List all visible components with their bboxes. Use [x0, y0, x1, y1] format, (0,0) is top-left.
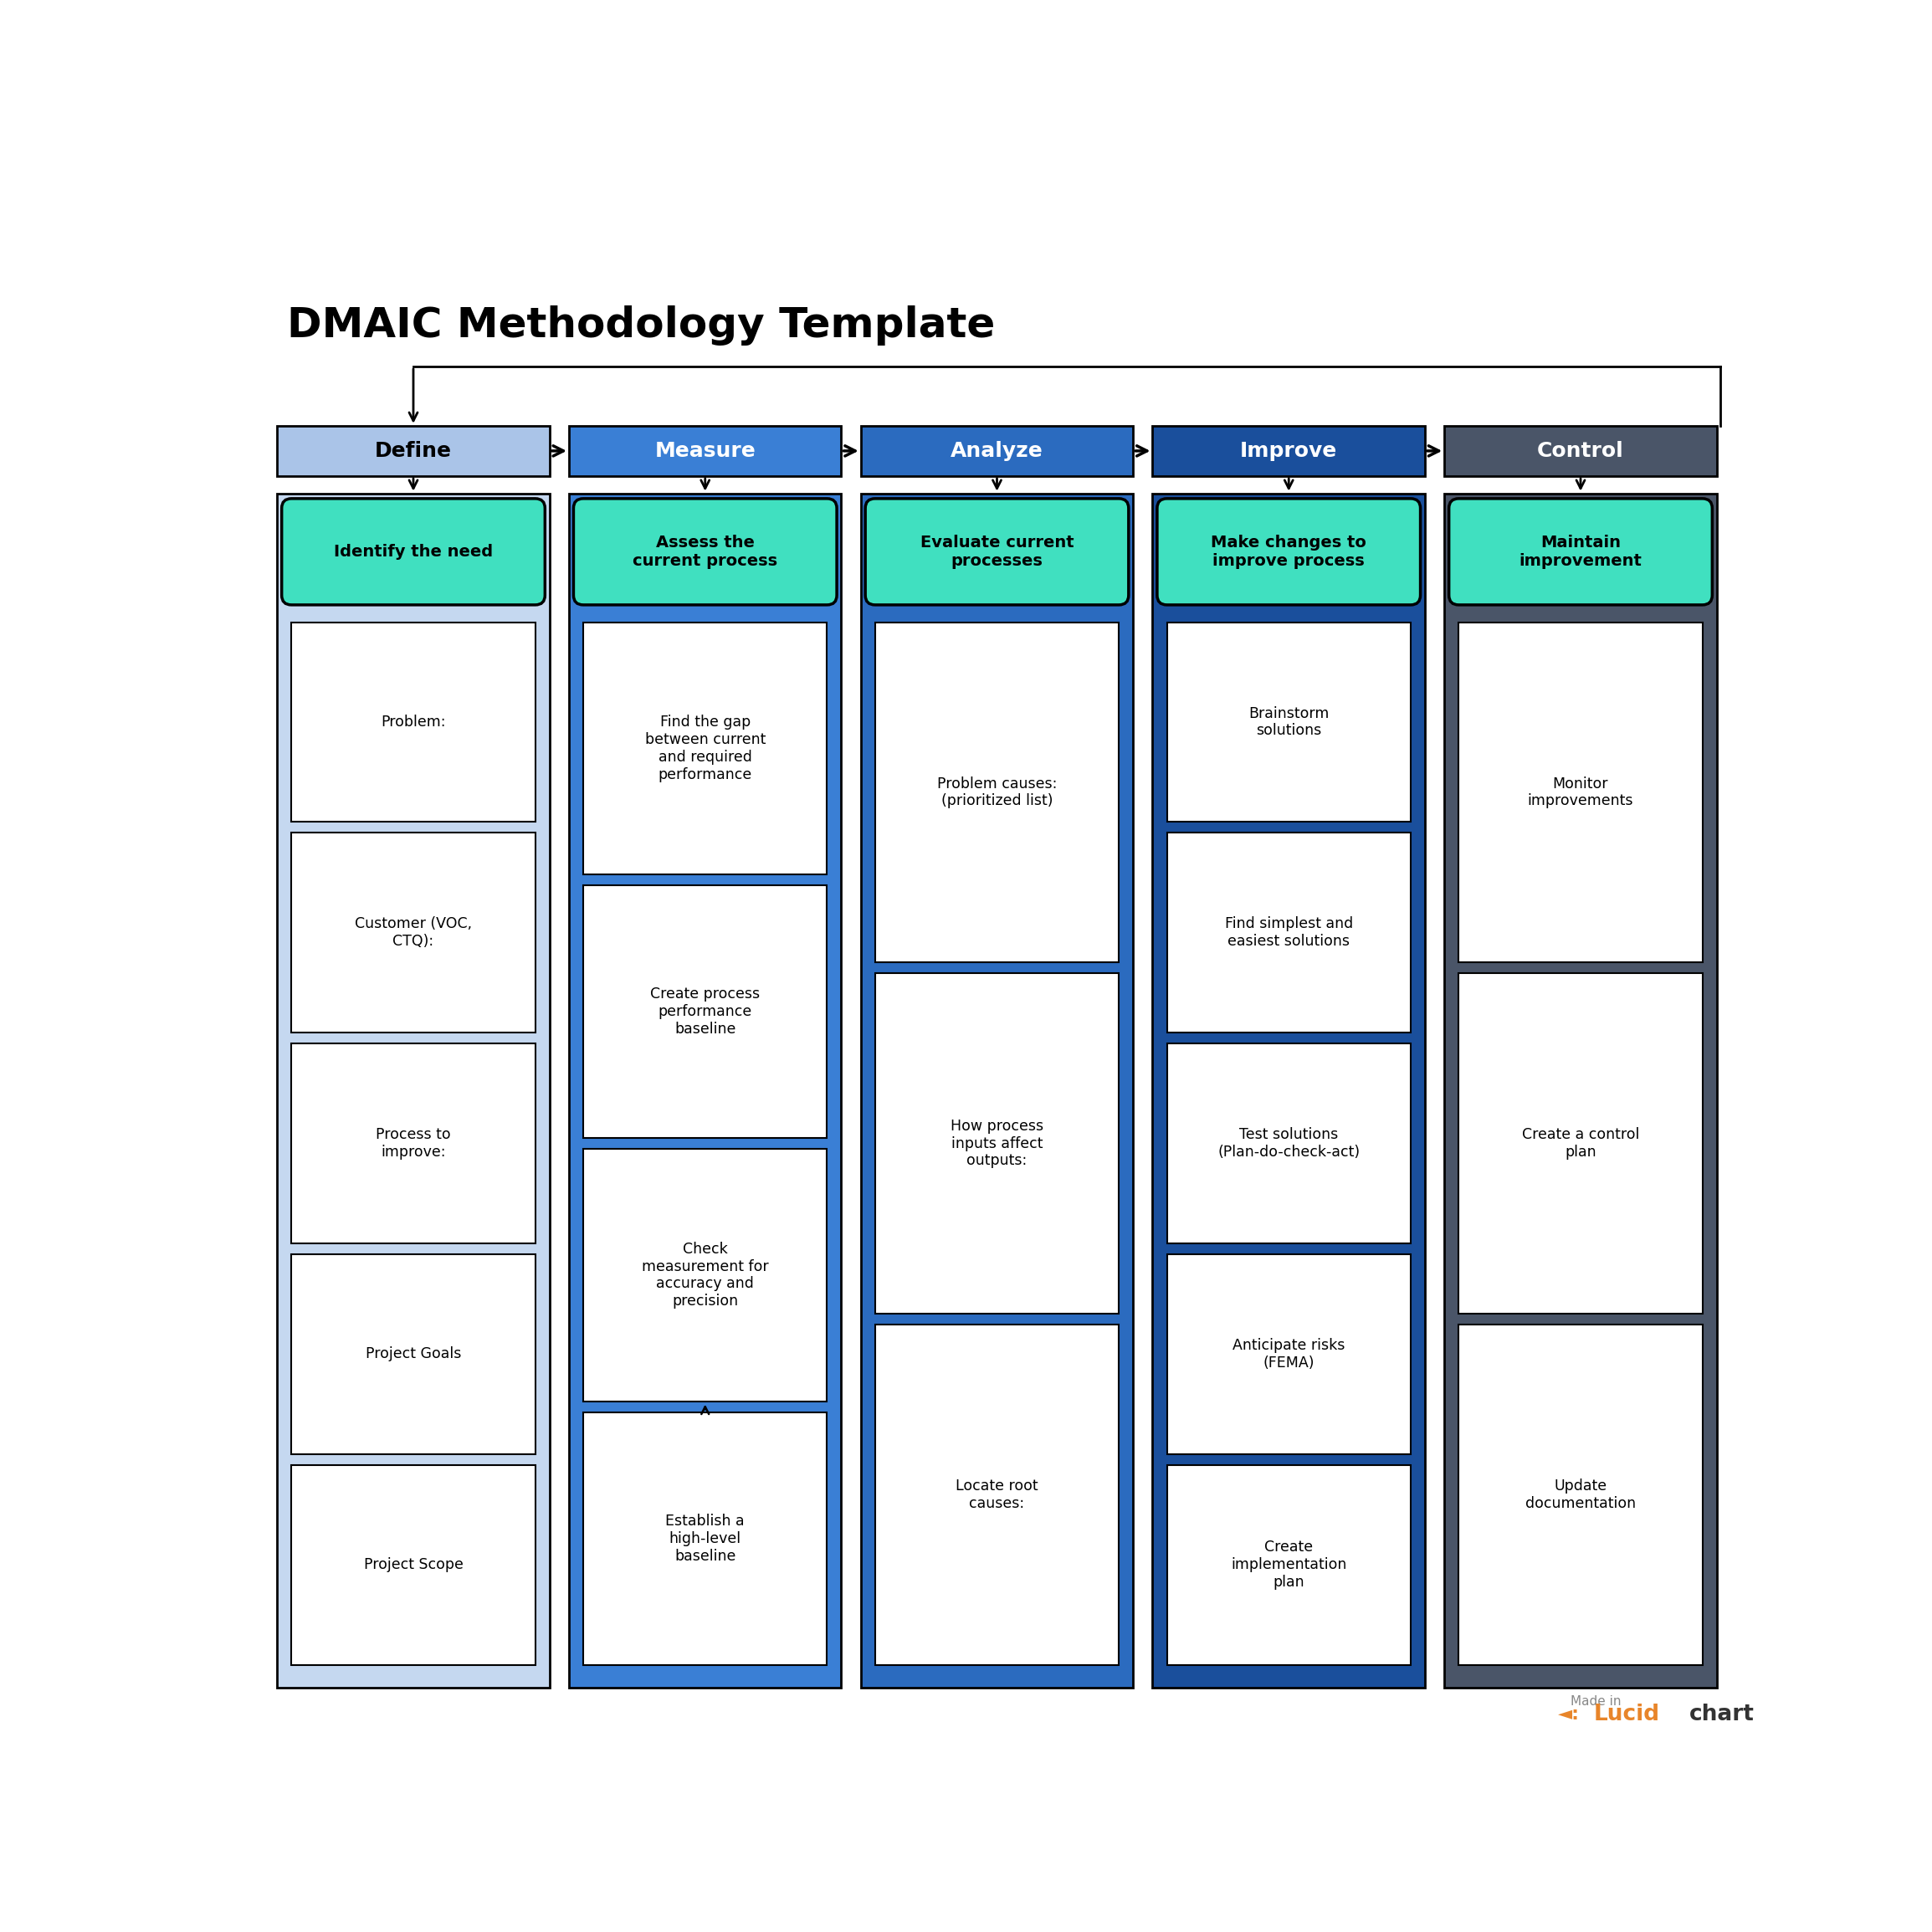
FancyBboxPatch shape: [1153, 425, 1426, 475]
FancyBboxPatch shape: [875, 974, 1119, 1314]
FancyBboxPatch shape: [276, 425, 549, 475]
Text: Maintain
improvement: Maintain improvement: [1519, 535, 1642, 568]
FancyBboxPatch shape: [1459, 622, 1702, 962]
Text: Analyze: Analyze: [951, 440, 1043, 462]
Text: Anticipate risks
(FEMA): Anticipate risks (FEMA): [1233, 1339, 1345, 1370]
FancyBboxPatch shape: [276, 495, 549, 1687]
Text: DMAIC Methodology Template: DMAIC Methodology Template: [286, 305, 995, 346]
Text: Project Goals: Project Goals: [365, 1347, 462, 1362]
FancyBboxPatch shape: [1167, 1254, 1410, 1455]
Text: Measure: Measure: [655, 440, 755, 462]
Text: Identify the need: Identify the need: [334, 543, 493, 560]
Text: Assess the
current process: Assess the current process: [632, 535, 777, 568]
Text: Create process
performance
baseline: Create process performance baseline: [651, 987, 759, 1037]
Text: ◄:: ◄:: [1557, 1706, 1580, 1723]
FancyBboxPatch shape: [1167, 1464, 1410, 1665]
Text: Evaluate current
processes: Evaluate current processes: [920, 535, 1074, 568]
FancyBboxPatch shape: [292, 1464, 535, 1665]
FancyBboxPatch shape: [282, 498, 545, 605]
Text: Find the gap
between current
and required
performance: Find the gap between current and require…: [645, 715, 765, 782]
Text: How process
inputs affect
outputs:: How process inputs affect outputs:: [951, 1119, 1043, 1169]
Text: chart: chart: [1689, 1704, 1754, 1725]
Text: Project Scope: Project Scope: [363, 1557, 464, 1573]
FancyBboxPatch shape: [583, 885, 827, 1138]
Text: Check
measurement for
accuracy and
precision: Check measurement for accuracy and preci…: [641, 1242, 769, 1308]
Text: Control: Control: [1538, 440, 1625, 462]
FancyBboxPatch shape: [1445, 495, 1718, 1687]
FancyBboxPatch shape: [875, 1325, 1119, 1665]
Text: Improve: Improve: [1240, 440, 1337, 462]
Text: Make changes to
improve process: Make changes to improve process: [1211, 535, 1366, 568]
Text: Establish a
high-level
baseline: Establish a high-level baseline: [665, 1513, 744, 1563]
FancyBboxPatch shape: [292, 622, 535, 821]
Text: Process to
improve:: Process to improve:: [377, 1126, 450, 1159]
Text: Find simplest and
easiest solutions: Find simplest and easiest solutions: [1225, 916, 1352, 949]
Text: Customer (VOC,
CTQ):: Customer (VOC, CTQ):: [355, 916, 471, 949]
FancyBboxPatch shape: [1167, 833, 1410, 1034]
Text: Update
documentation: Update documentation: [1524, 1478, 1636, 1511]
FancyBboxPatch shape: [583, 622, 827, 875]
Text: Problem causes:
(prioritized list): Problem causes: (prioritized list): [937, 777, 1057, 810]
FancyBboxPatch shape: [574, 498, 837, 605]
FancyBboxPatch shape: [1459, 1325, 1702, 1665]
Text: Monitor
improvements: Monitor improvements: [1528, 777, 1633, 810]
FancyBboxPatch shape: [1459, 974, 1702, 1314]
FancyBboxPatch shape: [292, 833, 535, 1034]
Text: Create a control
plan: Create a control plan: [1522, 1126, 1640, 1159]
Text: Create
implementation
plan: Create implementation plan: [1231, 1540, 1347, 1590]
Text: Brainstorm
solutions: Brainstorm solutions: [1248, 705, 1329, 738]
FancyBboxPatch shape: [1167, 622, 1410, 821]
Text: Locate root
causes:: Locate root causes:: [956, 1478, 1037, 1511]
FancyBboxPatch shape: [862, 495, 1134, 1687]
FancyBboxPatch shape: [1153, 495, 1426, 1687]
FancyBboxPatch shape: [292, 1254, 535, 1455]
Text: Made in: Made in: [1571, 1694, 1621, 1708]
FancyBboxPatch shape: [568, 425, 840, 475]
FancyBboxPatch shape: [583, 1412, 827, 1665]
FancyBboxPatch shape: [1167, 1043, 1410, 1244]
FancyBboxPatch shape: [568, 495, 840, 1687]
Text: Problem:: Problem:: [381, 715, 446, 730]
FancyBboxPatch shape: [862, 425, 1134, 475]
FancyBboxPatch shape: [1445, 425, 1718, 475]
FancyBboxPatch shape: [866, 498, 1128, 605]
Text: Lucid: Lucid: [1594, 1704, 1660, 1725]
FancyBboxPatch shape: [292, 1043, 535, 1244]
FancyBboxPatch shape: [875, 622, 1119, 962]
FancyBboxPatch shape: [1157, 498, 1420, 605]
FancyBboxPatch shape: [583, 1150, 827, 1401]
FancyBboxPatch shape: [1449, 498, 1712, 605]
Text: Test solutions
(Plan-do-check-act): Test solutions (Plan-do-check-act): [1217, 1126, 1360, 1159]
Text: Define: Define: [375, 440, 452, 462]
